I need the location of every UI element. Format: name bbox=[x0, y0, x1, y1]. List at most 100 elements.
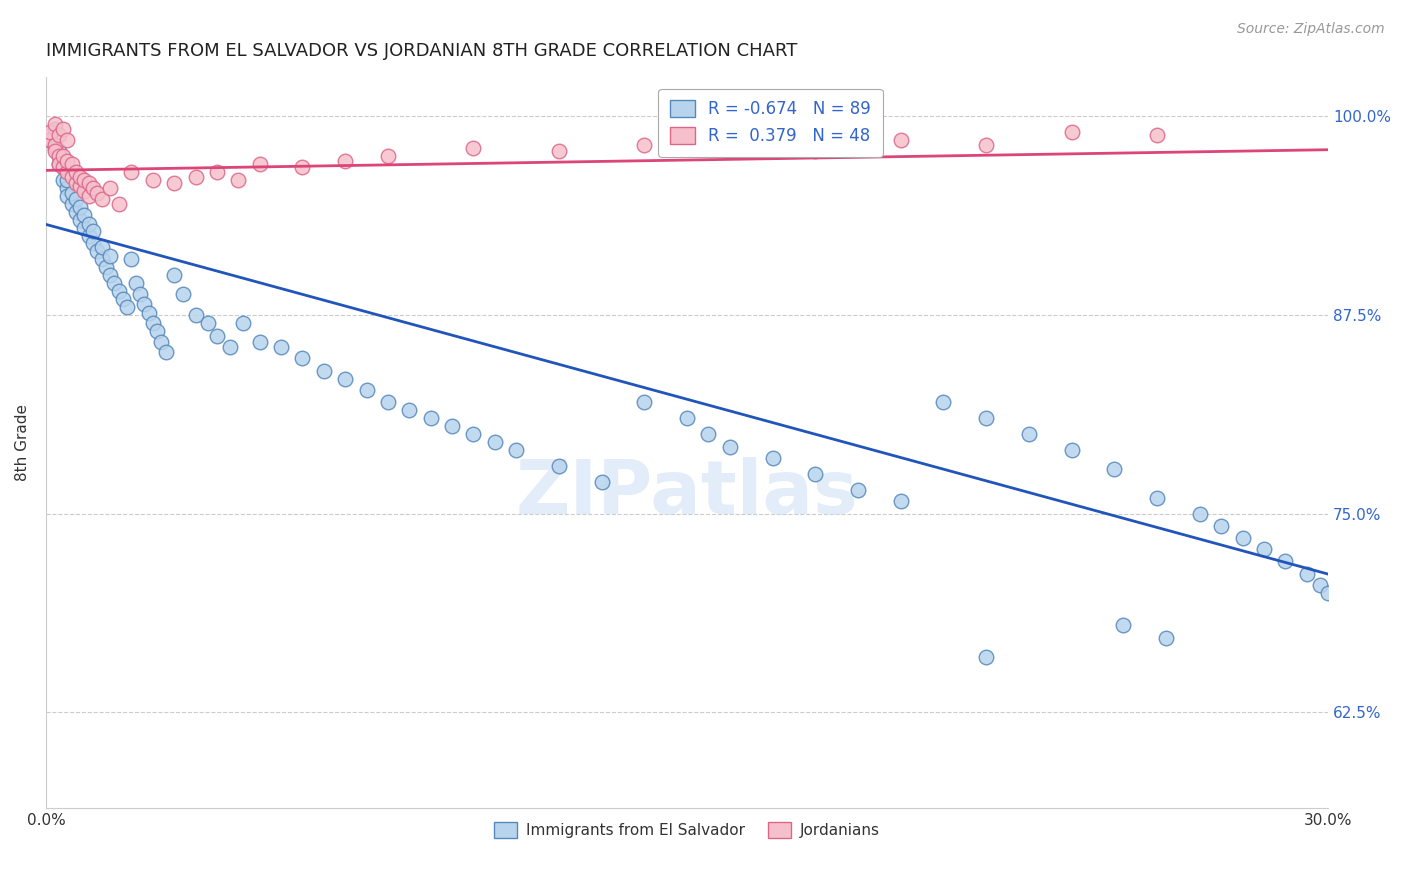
Point bbox=[77, 228, 100, 243]
Point bbox=[1211, 519, 1233, 533]
Point bbox=[48, 149, 70, 163]
Point bbox=[377, 395, 399, 409]
Point bbox=[107, 196, 129, 211]
Point bbox=[90, 252, 112, 267]
Point bbox=[440, 419, 463, 434]
Point bbox=[377, 149, 399, 163]
Point bbox=[73, 184, 96, 198]
Point bbox=[633, 137, 655, 152]
Point bbox=[1295, 567, 1317, 582]
Point bbox=[142, 173, 165, 187]
Point bbox=[52, 160, 75, 174]
Point bbox=[77, 176, 100, 190]
Legend: Immigrants from El Salvador, Jordanians: Immigrants from El Salvador, Jordanians bbox=[488, 816, 886, 844]
Point bbox=[39, 125, 62, 139]
Point bbox=[197, 316, 219, 330]
Point bbox=[60, 169, 83, 184]
Point bbox=[39, 133, 62, 147]
Point bbox=[1060, 125, 1083, 139]
Point bbox=[333, 371, 356, 385]
Point bbox=[163, 268, 186, 283]
Point bbox=[107, 284, 129, 298]
Point bbox=[163, 176, 186, 190]
Point bbox=[60, 196, 83, 211]
Point bbox=[270, 340, 292, 354]
Point bbox=[1232, 531, 1254, 545]
Point bbox=[73, 173, 96, 187]
Point bbox=[48, 128, 70, 143]
Point bbox=[56, 189, 79, 203]
Point bbox=[547, 145, 569, 159]
Point bbox=[86, 244, 108, 259]
Point bbox=[226, 173, 249, 187]
Point bbox=[484, 435, 506, 450]
Point bbox=[890, 133, 912, 147]
Point bbox=[52, 173, 75, 187]
Point bbox=[73, 208, 96, 222]
Point bbox=[56, 165, 79, 179]
Point bbox=[56, 181, 79, 195]
Point bbox=[120, 252, 142, 267]
Text: ZIPatlas: ZIPatlas bbox=[516, 457, 859, 530]
Point bbox=[129, 287, 152, 301]
Point bbox=[48, 145, 70, 159]
Point bbox=[291, 160, 314, 174]
Point bbox=[155, 344, 177, 359]
Point bbox=[134, 297, 156, 311]
Point bbox=[1253, 541, 1275, 556]
Point bbox=[103, 277, 125, 291]
Point bbox=[120, 165, 142, 179]
Point bbox=[48, 157, 70, 171]
Point bbox=[65, 165, 87, 179]
Point bbox=[804, 145, 827, 159]
Point bbox=[69, 179, 91, 194]
Point bbox=[86, 186, 108, 200]
Point bbox=[505, 443, 527, 458]
Point bbox=[312, 364, 335, 378]
Point bbox=[697, 427, 720, 442]
Point bbox=[60, 157, 83, 171]
Point bbox=[974, 649, 997, 664]
Y-axis label: 8th Grade: 8th Grade bbox=[15, 404, 30, 481]
Point bbox=[111, 292, 134, 306]
Point bbox=[39, 133, 62, 147]
Point bbox=[77, 189, 100, 203]
Point bbox=[184, 169, 207, 184]
Point bbox=[1317, 586, 1340, 600]
Point bbox=[44, 137, 66, 152]
Point bbox=[249, 157, 271, 171]
Point bbox=[172, 287, 194, 301]
Point bbox=[82, 224, 104, 238]
Point bbox=[146, 324, 169, 338]
Point bbox=[761, 451, 783, 466]
Point bbox=[932, 395, 955, 409]
Point bbox=[356, 383, 378, 397]
Point bbox=[52, 160, 75, 174]
Point bbox=[44, 117, 66, 131]
Point bbox=[249, 334, 271, 349]
Point bbox=[115, 300, 138, 314]
Point bbox=[1104, 462, 1126, 476]
Point bbox=[1018, 427, 1040, 442]
Point bbox=[69, 200, 91, 214]
Point bbox=[547, 458, 569, 473]
Point bbox=[1154, 631, 1177, 645]
Point bbox=[1146, 128, 1168, 143]
Point bbox=[82, 236, 104, 251]
Point bbox=[218, 340, 240, 354]
Point bbox=[56, 133, 79, 147]
Point bbox=[52, 149, 75, 163]
Point bbox=[974, 137, 997, 152]
Point bbox=[1112, 618, 1135, 632]
Point bbox=[1060, 443, 1083, 458]
Point bbox=[98, 181, 121, 195]
Point bbox=[633, 395, 655, 409]
Point bbox=[82, 181, 104, 195]
Point bbox=[890, 494, 912, 508]
Point bbox=[44, 145, 66, 159]
Point bbox=[150, 334, 173, 349]
Point bbox=[1188, 507, 1211, 521]
Point bbox=[44, 122, 66, 136]
Point bbox=[974, 411, 997, 425]
Point bbox=[232, 316, 254, 330]
